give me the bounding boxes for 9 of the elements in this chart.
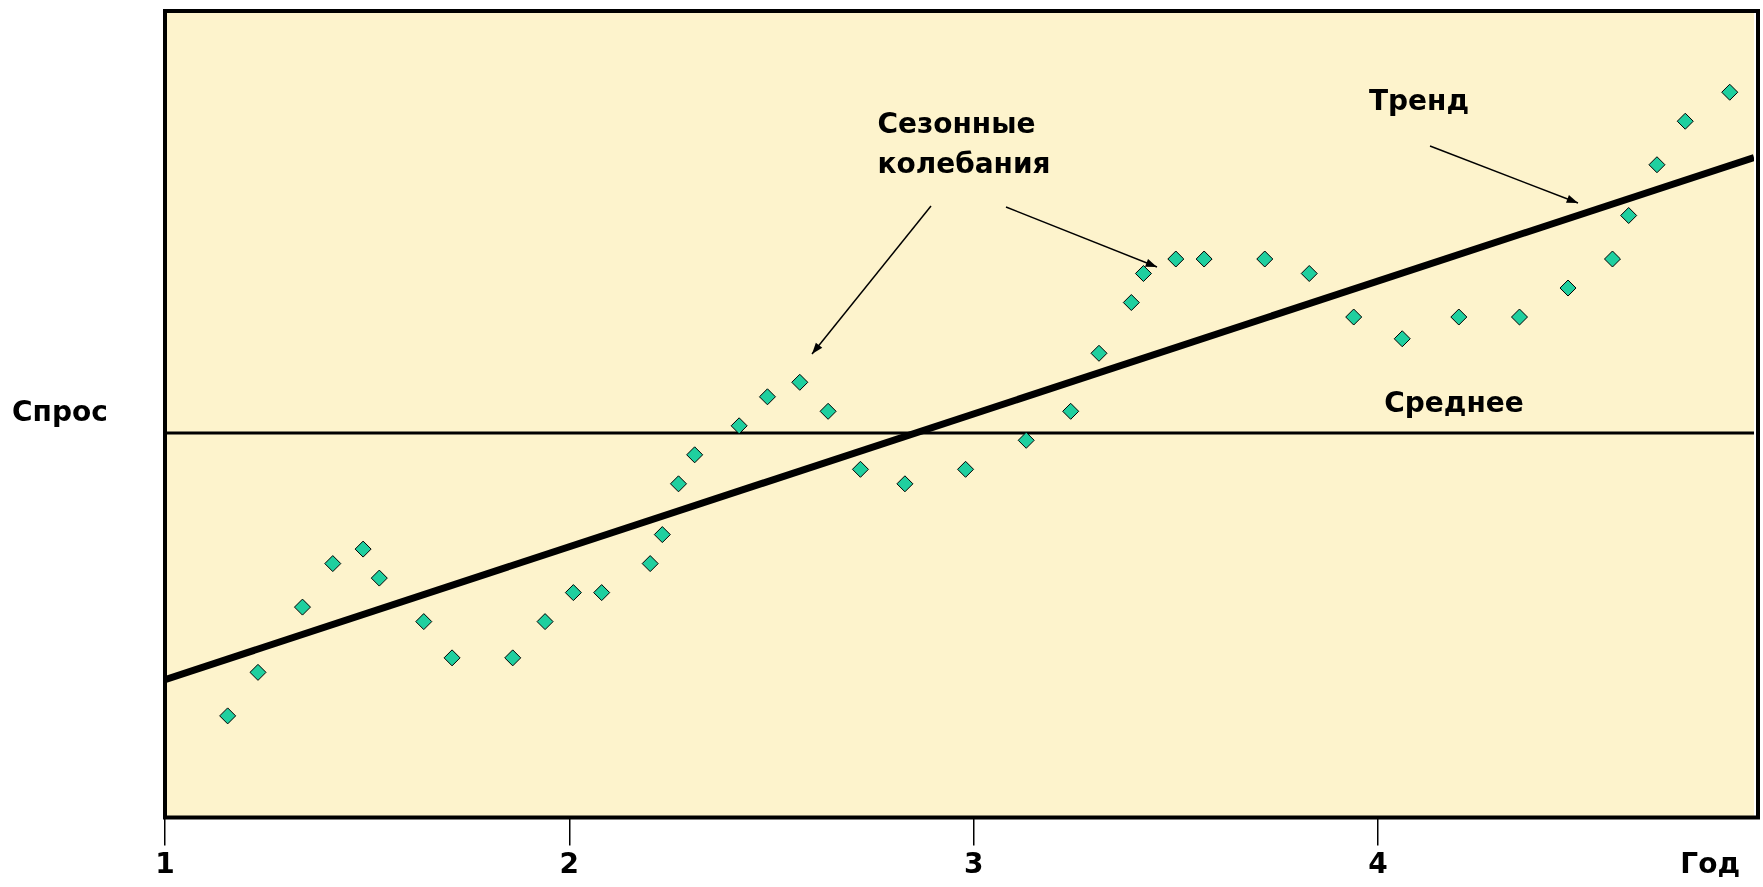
x-tick-label: 2 [559,847,580,881]
ref-line-label: Среднее [1384,386,1524,420]
x-axis-title: Год [1680,847,1740,881]
annotation: Тренд [1368,84,1470,118]
y-axis-title: Спрос [12,395,108,429]
x-tick-label: 3 [963,847,984,881]
x-tick-label: 1 [155,847,175,881]
annotation: Сезонные колебания [877,107,1051,181]
x-tick-label: 4 [1368,847,1388,881]
